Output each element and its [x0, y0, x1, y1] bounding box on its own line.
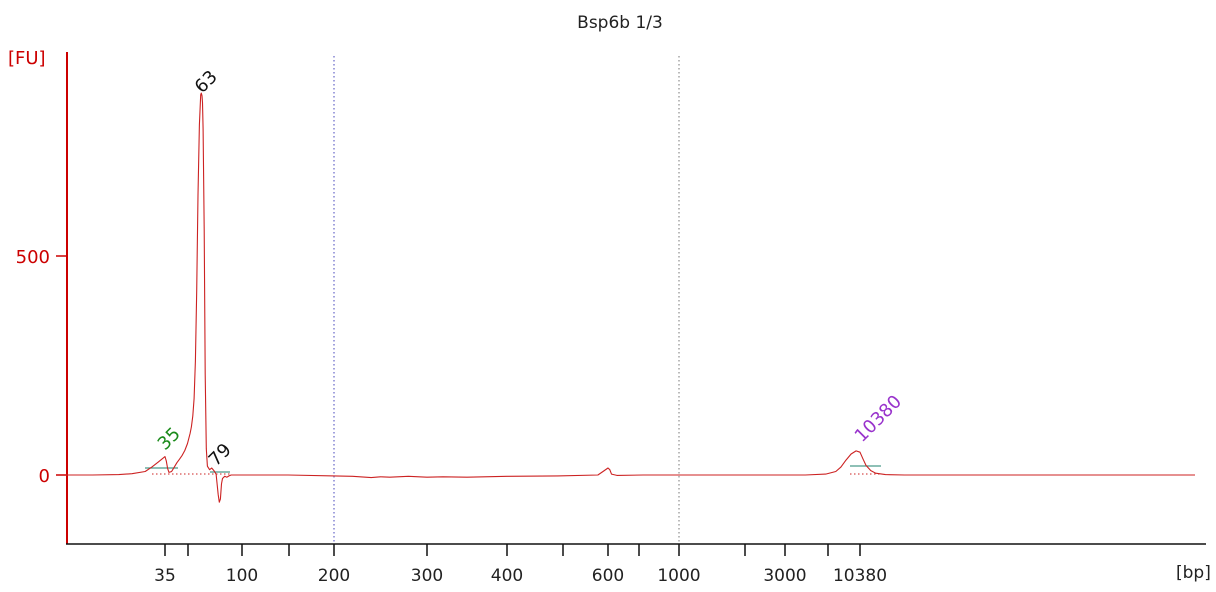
x-tick-label: 200: [318, 566, 350, 586]
x-tick-label: 3000: [763, 566, 806, 586]
peak-labels: 35 63 79 10380: [154, 66, 906, 470]
trace-line: [66, 92, 1195, 503]
chart-title: Bsp6b 1/3: [577, 13, 663, 33]
x-tick-label: 300: [411, 566, 443, 586]
y-tick-label: 0: [39, 466, 50, 487]
x-tick-label: 100: [226, 566, 258, 586]
y-axis-label: [FU]: [8, 48, 46, 69]
x-axis-label: [bp]: [1176, 563, 1211, 583]
x-axis-ticks: 35 100 200 300 400 600 1000 3000 10380: [154, 544, 887, 586]
x-tick-label: 1000: [657, 566, 700, 586]
vertical-markers: [333, 56, 680, 544]
x-tick-label: 400: [491, 566, 523, 586]
peak-label-63: 63: [191, 66, 222, 97]
x-tick-label: 10380: [833, 566, 887, 586]
y-axis-ticks: 0 500: [16, 247, 67, 487]
x-tick-label: 600: [592, 566, 624, 586]
x-tick-label: 35: [154, 566, 176, 586]
peak-label-79: 79: [205, 439, 236, 470]
peak-label-10380: 10380: [851, 391, 906, 446]
peak-label-35: 35: [154, 423, 185, 454]
peak-baselines: [145, 465, 882, 475]
y-tick-label: 500: [16, 247, 50, 268]
